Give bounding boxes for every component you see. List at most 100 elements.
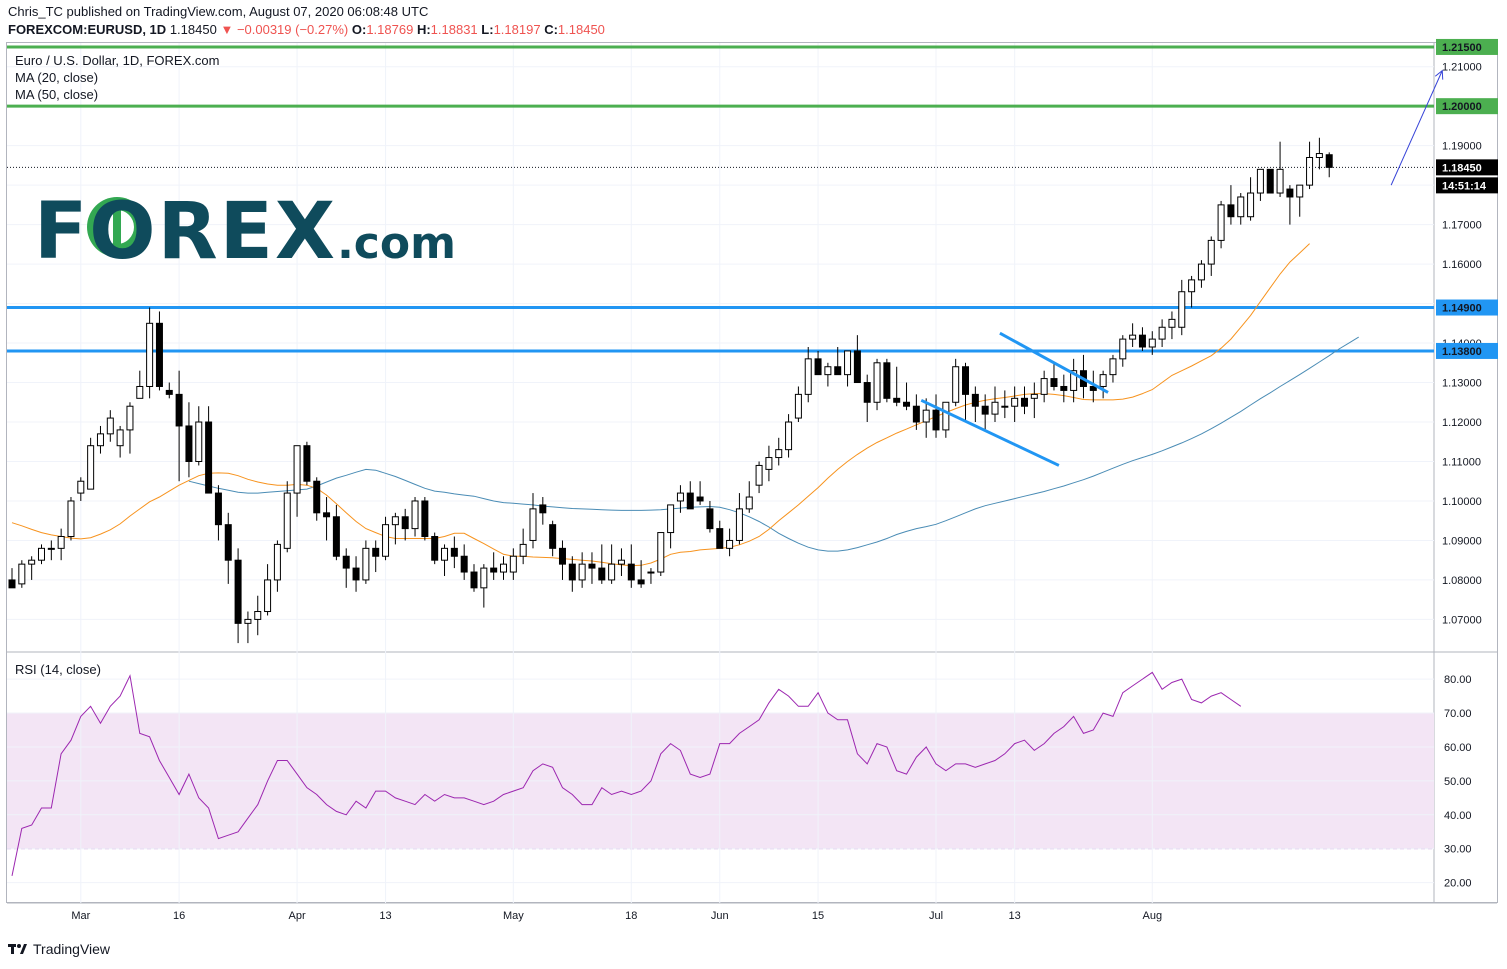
- candle-body: [116, 429, 124, 447]
- candle-body: [342, 555, 350, 569]
- trend-arrow-line: [1390, 70, 1443, 186]
- candle-body: [706, 508, 714, 530]
- logo-o-bar: [113, 207, 121, 247]
- candle-body: [588, 563, 596, 569]
- candle-body: [1296, 184, 1304, 198]
- candle-body: [1099, 374, 1107, 387]
- candle-body: [1286, 188, 1294, 198]
- candle-body: [1247, 192, 1255, 218]
- forex-logo: FOREX.com: [34, 187, 456, 277]
- high-value: 1.18831: [430, 22, 478, 37]
- time-tick-label: Apr: [289, 910, 306, 922]
- candle-body: [952, 366, 960, 403]
- candle-body: [1030, 393, 1038, 399]
- candle-body: [814, 358, 822, 376]
- tradingview-label: TradingView: [33, 941, 111, 957]
- tradingview-logo[interactable]: TradingView: [8, 941, 110, 957]
- legend-ma50: MA (50, close): [15, 87, 99, 102]
- candle-body: [844, 350, 852, 376]
- logo-o-icon: [87, 197, 147, 257]
- candle-body: [1207, 239, 1215, 265]
- candle-body: [1070, 370, 1078, 391]
- candle-body: [214, 492, 222, 526]
- price-tick-label: 1.13000: [1442, 378, 1482, 390]
- candle-body: [1138, 334, 1146, 348]
- symbol-label: FOREXCOM:EURUSD, 1D: [8, 22, 167, 37]
- candle-body: [195, 421, 203, 462]
- candle-body: [549, 524, 557, 549]
- candle-body: [28, 559, 36, 565]
- candle-body: [667, 504, 675, 534]
- candle-body: [372, 547, 380, 557]
- candle-body: [1001, 405, 1009, 408]
- candle-body: [106, 417, 114, 435]
- candle-body: [1050, 378, 1058, 387]
- candle-body: [431, 536, 439, 561]
- last-price-tag: [1436, 159, 1498, 176]
- candle-body: [185, 425, 193, 462]
- candle-body: [509, 555, 517, 573]
- candle-body: [1060, 385, 1068, 391]
- candle-body: [234, 559, 242, 624]
- candle-body: [224, 524, 232, 561]
- candle-body: [460, 555, 468, 573]
- close-value: 1.18450: [557, 22, 605, 37]
- candle-body: [1306, 156, 1314, 186]
- ma20-line: [11, 243, 1310, 567]
- last-price-label: 1.18450: [1442, 162, 1482, 174]
- candle-body: [382, 524, 390, 557]
- candle-body: [824, 366, 832, 376]
- candle-body: [1315, 153, 1323, 158]
- low-value: 1.18197: [493, 22, 541, 37]
- candle-body: [1276, 168, 1284, 194]
- candle-body: [893, 397, 901, 403]
- level-price-tag: [1436, 299, 1498, 316]
- candle-body: [480, 567, 488, 589]
- candle-body: [804, 358, 812, 395]
- change-value: −0.00319 (−0.27%): [236, 22, 349, 37]
- candle-body: [205, 421, 213, 494]
- candle-body: [470, 571, 478, 589]
- level-price-label: 1.14900: [1442, 303, 1482, 315]
- candle-body: [77, 480, 85, 494]
- candle-body: [1119, 338, 1127, 360]
- rsi-tick-label: 20.00: [1444, 878, 1472, 890]
- candle-body: [608, 563, 616, 581]
- candle-body: [1256, 168, 1264, 194]
- candle-body: [686, 492, 694, 510]
- candle-body: [401, 516, 409, 530]
- candle-body: [273, 543, 281, 581]
- candle-body: [1109, 358, 1117, 376]
- candle-body: [617, 559, 625, 565]
- candle-body: [47, 547, 55, 550]
- candle-body: [67, 500, 75, 538]
- legend-rsi: RSI (14, close): [15, 662, 101, 677]
- time-tick-label: 16: [173, 910, 185, 922]
- candle-body: [991, 401, 999, 415]
- rsi-tick-label: 50.00: [1444, 776, 1472, 788]
- candle-body: [568, 563, 576, 581]
- candle-body: [1197, 263, 1205, 281]
- candle-body: [578, 563, 586, 581]
- candle-body: [981, 405, 989, 415]
- candle-body: [1227, 204, 1235, 218]
- countdown-label: 14:51:14: [1442, 180, 1487, 192]
- symbol-quote-line: FOREXCOM:EURUSD, 1D 1.18450 ▼ −0.00319 (…: [8, 22, 605, 37]
- candle-body: [332, 516, 340, 557]
- channel-trend-line: [920, 398, 1060, 467]
- candle-body: [1011, 397, 1019, 407]
- candle-body: [37, 547, 45, 561]
- candle-body: [1040, 378, 1048, 395]
- candle-body: [942, 401, 950, 431]
- level-price-tag: [1436, 98, 1498, 115]
- candle-body: [126, 405, 134, 431]
- candle-body: [313, 480, 321, 514]
- arrow-head-icon: [1434, 69, 1444, 80]
- candle-body: [136, 385, 144, 399]
- candle-body: [598, 567, 606, 581]
- candle-body: [627, 563, 635, 581]
- candle-body: [912, 405, 920, 423]
- price-tick-label: 1.17000: [1442, 220, 1482, 232]
- candle-body: [57, 536, 65, 549]
